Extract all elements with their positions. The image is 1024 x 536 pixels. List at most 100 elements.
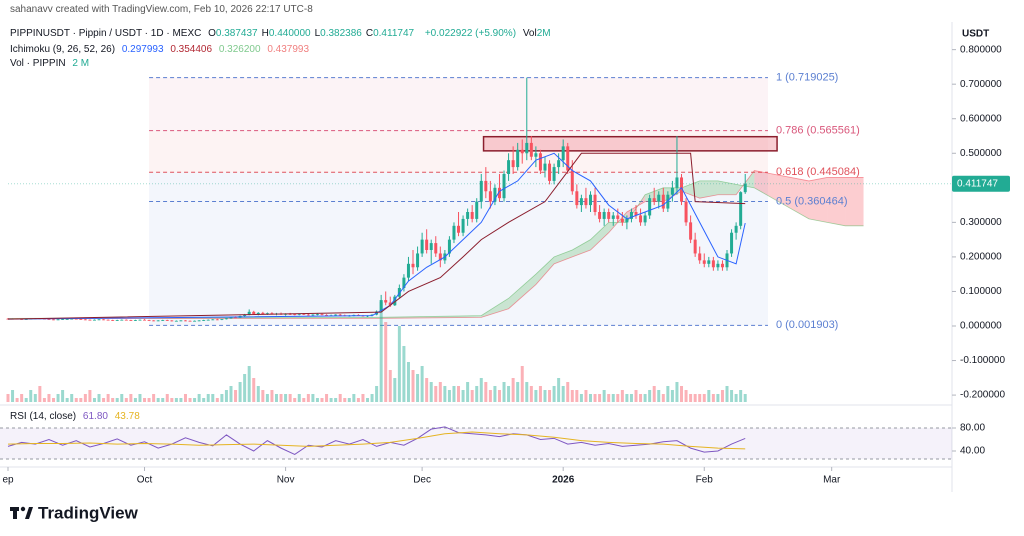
volume-bar — [247, 366, 251, 402]
volume-bar — [243, 374, 247, 402]
candle-body — [229, 317, 233, 319]
candle-body — [566, 146, 570, 171]
resistance-zone — [482, 135, 778, 152]
volume-bar — [566, 382, 570, 402]
brand: TradingView — [38, 503, 139, 522]
candle-body — [334, 314, 338, 316]
candle-body — [24, 319, 28, 320]
candle-body — [179, 320, 183, 322]
volume-bar — [88, 390, 92, 402]
ohlc-value: 0.440000 — [268, 28, 311, 39]
volume-bar — [666, 386, 670, 402]
fib-label: 0 (0.001903) — [776, 319, 838, 331]
candle-body — [434, 243, 438, 254]
volume-bar — [56, 394, 60, 402]
volume-bar — [548, 390, 552, 402]
volume-bar — [366, 398, 370, 402]
volume-bar — [620, 390, 624, 402]
candle-body — [616, 215, 620, 219]
volume-bar — [24, 398, 28, 402]
candle-body — [206, 319, 210, 321]
candle-body — [561, 146, 565, 161]
volume-bar — [452, 386, 456, 402]
candle-body — [188, 320, 192, 322]
candle-body — [325, 314, 329, 316]
volume-bar — [584, 390, 588, 402]
cloud-segment — [808, 177, 828, 223]
ichimoku-legend: Ichimoku (9, 26, 52, 26) 0.297993 0.3544… — [10, 44, 313, 55]
candle-body — [511, 160, 515, 168]
candle-body — [620, 218, 624, 223]
volume-bar — [215, 398, 219, 402]
volume-bar — [156, 398, 160, 402]
volume-bar — [147, 398, 151, 402]
candle-body — [602, 212, 606, 219]
x-tick-label: ep — [2, 475, 14, 486]
cloud-segment — [681, 180, 700, 199]
candle-body — [111, 320, 115, 321]
volume-bar — [529, 386, 533, 402]
fib-label: 0.5 (0.360464) — [776, 195, 848, 207]
ohlc-value: 0.387437 — [215, 28, 258, 39]
volume-bar — [470, 390, 474, 402]
volume-bar — [534, 390, 538, 402]
candle-body — [475, 201, 479, 219]
candle-body — [525, 142, 529, 154]
volume-bar — [416, 374, 420, 402]
volume-bar — [29, 390, 33, 402]
vol-value: 2M — [536, 28, 551, 39]
candle-body — [247, 311, 251, 315]
symbol: PIPPINUSDT · Pippin / USDT · 1D · MEXC — [10, 28, 202, 39]
volume-bar — [252, 378, 256, 402]
x-tick-label: Nov — [277, 475, 295, 486]
candle-body — [152, 320, 156, 322]
volume-bar — [739, 390, 743, 402]
candle-body — [538, 153, 542, 171]
candle-body — [684, 201, 688, 223]
volume-bar — [484, 382, 488, 402]
candle-body — [211, 319, 215, 321]
volume-bar — [429, 382, 433, 402]
rsi-tick-label: 80.00 — [960, 423, 985, 434]
volume-bar — [511, 378, 515, 402]
volume-bar — [20, 394, 24, 402]
candle-body — [730, 232, 734, 254]
ichimoku-title: Ichimoku (9, 26, 52, 26) — [10, 44, 116, 55]
volume-bar — [352, 394, 356, 402]
candle-body — [261, 312, 265, 314]
candle-body — [129, 320, 133, 321]
candle-body — [97, 319, 101, 321]
candle-body — [666, 194, 670, 209]
y-tick-label: 0.200000 — [960, 252, 1002, 263]
candle-body — [598, 212, 602, 219]
volume-bar — [675, 382, 679, 402]
x-tick-label: Feb — [696, 475, 714, 486]
volume-bar — [543, 390, 547, 402]
candle-body — [384, 300, 388, 303]
ohlc-key: L — [314, 28, 321, 39]
rsi-line — [7, 426, 746, 456]
fib-layer — [149, 77, 778, 326]
candle-body — [302, 313, 306, 315]
volume-bar — [161, 398, 165, 402]
volume-bar — [711, 394, 715, 402]
candle-body — [639, 215, 643, 223]
volume-bar — [616, 394, 620, 402]
volume-bar — [15, 398, 19, 402]
candle-body — [133, 320, 137, 321]
candle-body — [83, 319, 87, 321]
volume-bar — [183, 394, 187, 402]
candle-body — [147, 320, 151, 321]
volume-bar — [570, 390, 574, 402]
rsi-legend: RSI (14, close) 61.80 43.78 — [10, 411, 144, 422]
volume-bar — [720, 390, 724, 402]
volume-bar — [306, 394, 310, 402]
rsi-title: RSI (14, close) — [10, 411, 77, 422]
candle-body — [680, 177, 684, 202]
vol-layer — [6, 302, 747, 402]
ohlc-value: 0.411747 — [373, 28, 415, 39]
volume-bar — [193, 398, 197, 402]
candle-body — [429, 243, 433, 250]
volume-bar — [488, 390, 492, 402]
